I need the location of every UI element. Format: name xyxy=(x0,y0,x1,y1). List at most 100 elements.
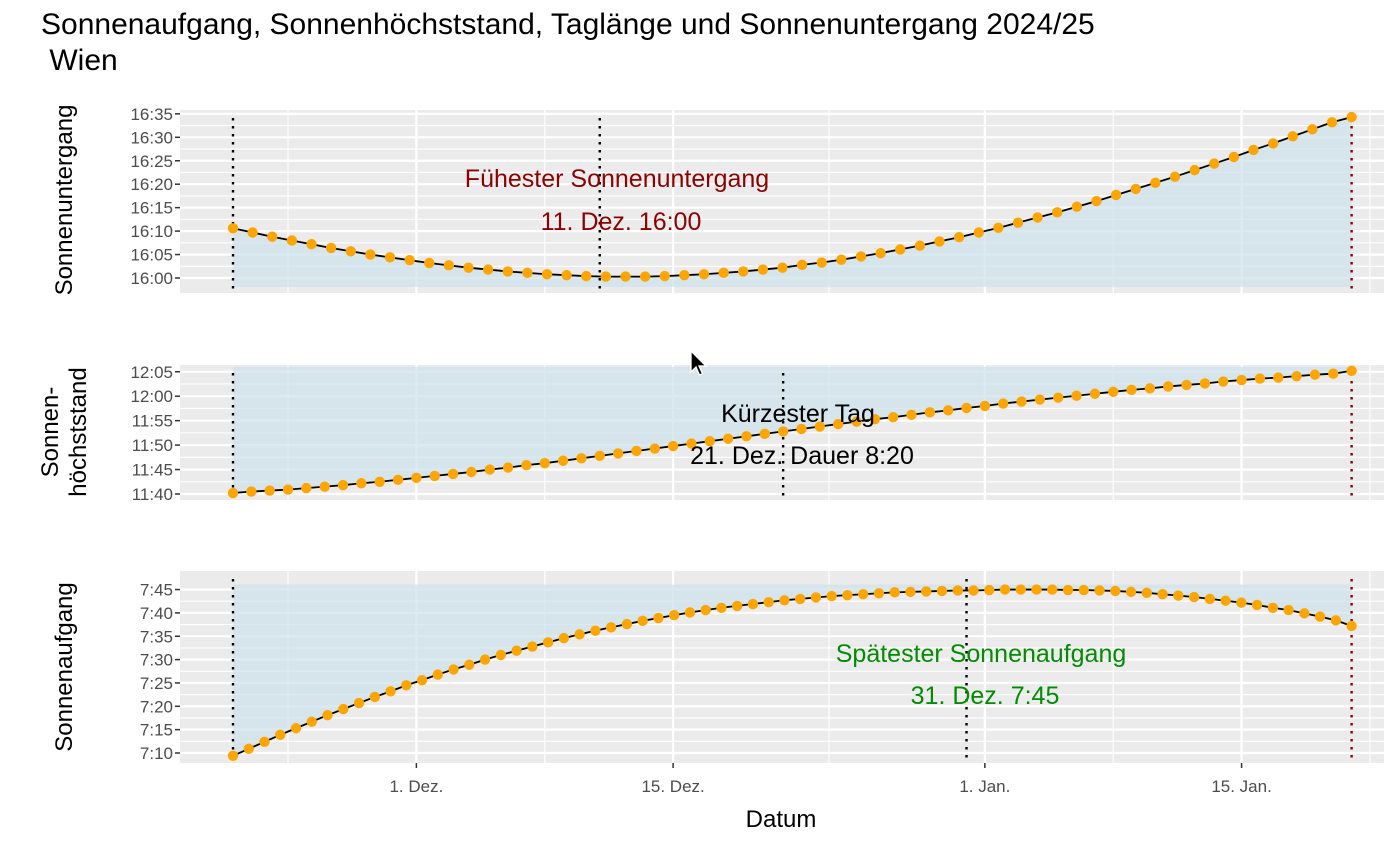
data-point xyxy=(858,589,869,600)
data-point xyxy=(952,585,963,596)
data-point xyxy=(934,236,945,247)
y-tick-label: 16:30 xyxy=(130,128,173,147)
data-point xyxy=(246,486,257,497)
data-point xyxy=(1287,131,1298,142)
data-point xyxy=(374,476,385,487)
data-point xyxy=(1078,584,1089,596)
data-point xyxy=(942,405,954,416)
data-point xyxy=(581,270,592,282)
data-point xyxy=(924,407,936,418)
data-point xyxy=(722,433,734,444)
data-point xyxy=(243,743,254,754)
data-point xyxy=(1130,183,1141,195)
data-point xyxy=(286,235,298,246)
data-point xyxy=(1032,212,1043,223)
data-point xyxy=(1218,376,1229,387)
data-point xyxy=(401,680,412,691)
annotation-detail: 11. Dez. 16:00 xyxy=(541,208,702,236)
data-point xyxy=(447,468,459,480)
data-point xyxy=(794,593,806,605)
data-point xyxy=(424,257,435,269)
data-point xyxy=(814,421,826,432)
data-point xyxy=(502,266,513,277)
data-point xyxy=(1110,585,1121,597)
data-point xyxy=(842,589,853,601)
data-point xyxy=(875,247,886,259)
data-point xyxy=(443,260,455,271)
data-point xyxy=(1173,590,1184,601)
data-point xyxy=(796,423,807,435)
data-point xyxy=(1283,604,1294,616)
data-point xyxy=(1236,374,1247,386)
data-point xyxy=(365,249,376,260)
y-tick-label: 7:15 xyxy=(140,721,173,740)
data-point xyxy=(855,251,867,262)
data-point xyxy=(997,398,1009,409)
data-point xyxy=(561,269,572,281)
data-point xyxy=(649,443,660,454)
data-point xyxy=(522,267,533,279)
data-point xyxy=(1091,195,1102,207)
data-point xyxy=(1251,599,1263,611)
data-point xyxy=(889,587,900,598)
data-point xyxy=(968,585,979,596)
data-point xyxy=(637,615,648,627)
data-point xyxy=(290,723,302,734)
data-point xyxy=(757,264,769,275)
series-points xyxy=(227,365,1357,499)
data-point xyxy=(1062,584,1074,596)
data-point xyxy=(1169,171,1181,182)
data-point xyxy=(1236,597,1247,608)
data-point xyxy=(832,418,844,430)
y-tick-label: 16:15 xyxy=(130,199,173,218)
data-point xyxy=(1108,386,1119,397)
data-point xyxy=(731,600,743,612)
data-point xyxy=(659,270,670,282)
data-point xyxy=(973,227,984,238)
panel-0: 16:00 16:05 16:10 16:15 16:20 16:25 16:30 16:35… xyxy=(51,105,1384,295)
y-tick-label: 16:25 xyxy=(130,152,173,171)
data-point xyxy=(621,618,633,630)
data-point xyxy=(836,254,847,265)
y-tick-label: 7:20 xyxy=(140,697,173,716)
data-point xyxy=(906,409,917,420)
y-tick-label: 16:05 xyxy=(130,246,173,265)
data-point xyxy=(463,262,474,273)
data-point xyxy=(1094,585,1105,596)
data-point xyxy=(1228,151,1240,163)
y-tick-label: 16:10 xyxy=(130,222,173,241)
chart-subtitle: Wien xyxy=(41,44,118,77)
data-point xyxy=(698,269,710,280)
data-point xyxy=(747,598,759,610)
data-point xyxy=(594,450,605,462)
data-point xyxy=(1307,124,1318,135)
data-point xyxy=(741,431,752,442)
data-point xyxy=(227,487,239,499)
y-tick-label: 11:50 xyxy=(132,436,173,455)
series-line xyxy=(232,116,1352,278)
data-point xyxy=(1248,144,1259,156)
mouse-cursor-icon xyxy=(690,350,708,376)
data-point xyxy=(921,586,932,597)
data-point xyxy=(1016,396,1027,407)
data-point xyxy=(353,697,365,709)
data-point xyxy=(620,271,631,282)
data-point xyxy=(259,736,270,747)
data-point xyxy=(464,659,475,670)
data-point xyxy=(466,466,477,478)
data-point xyxy=(1034,394,1046,405)
data-point xyxy=(301,482,312,494)
data-point xyxy=(895,244,906,255)
data-point xyxy=(1273,372,1284,383)
data-point xyxy=(322,709,333,721)
data-point xyxy=(759,428,771,440)
data-point xyxy=(914,240,926,251)
data-point xyxy=(1031,584,1042,595)
y-tick-label: 7:35 xyxy=(140,627,173,646)
data-point xyxy=(704,435,715,447)
data-point xyxy=(1220,595,1231,606)
data-point xyxy=(1125,586,1137,598)
data-point xyxy=(810,592,822,603)
data-point xyxy=(796,259,808,271)
data-point xyxy=(267,231,278,242)
